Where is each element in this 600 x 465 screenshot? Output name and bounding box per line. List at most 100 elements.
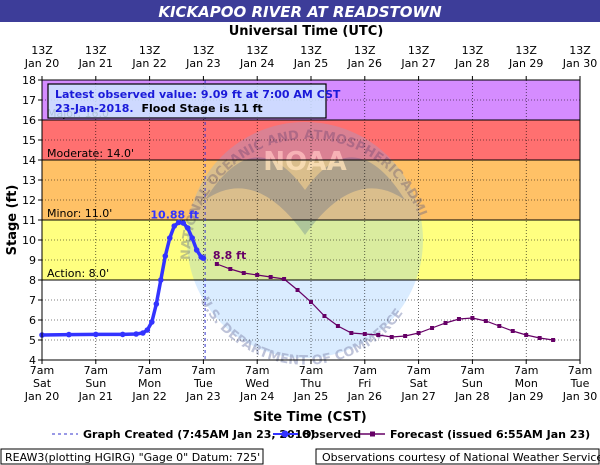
top-tick-label: Jan 22 [131, 57, 166, 70]
x-tick-label: Sun [85, 377, 106, 390]
y-tick-label: 17 [22, 94, 36, 107]
forecast-point [322, 314, 327, 318]
y-tick-label: 8 [29, 274, 36, 287]
forecast-point [282, 277, 287, 281]
x-tick-label: Jan 30 [562, 390, 597, 403]
y-tick-label: 6 [29, 314, 36, 327]
band-label-minor: Minor: 11.0' [47, 207, 112, 220]
forecast-point [309, 300, 313, 304]
forecast-point [456, 317, 461, 321]
top-tick-label: Jan 21 [78, 57, 113, 70]
y-axis-ticks: 4 5 6 7 8 9 10 11 12 13 14 15 16 17 18 [22, 74, 42, 367]
top-tick-label: Jan 20 [24, 57, 59, 70]
top-axis-title: Universal Time (UTC) [229, 24, 384, 39]
x-tick-label: Jan 29 [508, 390, 543, 403]
forecast-point [295, 288, 300, 292]
forecast-point [335, 324, 340, 328]
top-tick-label: 13Z [85, 44, 107, 57]
x-tick-label: 7am [299, 364, 323, 377]
forecast-point [349, 331, 354, 335]
x-tick-label: Sat [410, 377, 429, 390]
observed-point [93, 331, 99, 338]
forecast-point [228, 267, 233, 271]
noaa-logo-text: NOAA [263, 147, 346, 177]
top-tick-label: 13Z [300, 44, 322, 57]
top-tick-label: 13Z [246, 44, 268, 57]
forecast-point [551, 338, 556, 342]
top-tick-label: Jan 29 [508, 57, 543, 70]
top-tick-label: Jan 23 [185, 57, 220, 70]
observed-point [66, 331, 72, 338]
y-tick-label: 15 [22, 134, 36, 147]
x-tick-label: Tue [193, 377, 213, 390]
forecast-point [483, 319, 488, 323]
y-tick-label: 16 [22, 114, 36, 127]
legend-observed-label: Observed [302, 428, 361, 441]
forecast-point [470, 316, 475, 320]
observed-point [166, 235, 173, 241]
x-tick-label: Jan 24 [239, 390, 274, 403]
top-tick-label: Jan 26 [347, 57, 382, 70]
band-label-moderate: Moderate: 14.0' [47, 147, 134, 160]
legend-graph-created-label: Graph Created (7:45AM Jan 23, 2018) [83, 428, 315, 441]
forecast-point [389, 335, 394, 339]
y-tick-label: 10 [22, 234, 36, 247]
annotation-box [47, 83, 327, 119]
latest-value-annotation: Latest observed value: 9.09 ft at 7:00 A… [47, 83, 341, 119]
observed-point [140, 330, 146, 336]
x-tick-label: 7am [568, 364, 592, 377]
band-label-action: Action: 8.0' [47, 267, 109, 280]
top-tick-label: Jan 30 [562, 57, 597, 70]
forecast-point [362, 332, 367, 336]
x-tick-label: Mon [138, 377, 161, 390]
forecast-point [537, 336, 542, 340]
x-tick-label: Jan 25 [293, 390, 328, 403]
observed-point [162, 253, 169, 259]
x-tick-label: Jan 21 [78, 390, 113, 403]
peak-label: 10.88 ft [150, 208, 199, 221]
x-tick-label: Jan 26 [347, 390, 382, 403]
top-tick-label: 13Z [462, 44, 484, 57]
forecast-point [241, 271, 246, 275]
y-tick-label: 11 [22, 214, 36, 227]
footer-left-box [0, 448, 264, 465]
forecast-point [443, 321, 448, 325]
forecast-point [497, 324, 502, 328]
x-tick-label: 7am [245, 364, 269, 377]
legend-observed-marker [281, 430, 289, 438]
annotation-flood-stage: Flood Stage is 11 ft [141, 102, 262, 115]
forecast-start-label: 8.8 ft [213, 249, 246, 262]
footer-left-text: REAW3(plotting HGIRG) "Gage 0" Datum: 72… [5, 451, 260, 464]
x-tick-label: 7am [191, 364, 215, 377]
x-tick-label: Tue [570, 377, 590, 390]
annotation-date: 23-Jan-2018. [55, 102, 134, 115]
observed-point [180, 220, 187, 226]
footer-right-text: Observations courtesy of National Weathe… [322, 451, 600, 464]
top-tick-label: 13Z [408, 44, 430, 57]
y-tick-label: 4 [29, 354, 36, 367]
observed-point [144, 327, 151, 333]
forecast-point [376, 333, 381, 337]
y-tick-label: 18 [22, 74, 36, 87]
y-tick-label: 14 [22, 154, 36, 167]
observed-point [149, 319, 155, 325]
x-tick-label: Jan 23 [185, 390, 220, 403]
annotation-line-1: Latest observed value: 9.09 ft at 7:00 A… [55, 88, 341, 101]
watermark-seagull [205, 157, 405, 235]
x-tick-label: 7am [514, 364, 538, 377]
top-tick-label: Jan 24 [239, 57, 274, 70]
legend-forecast-marker [370, 431, 375, 437]
top-tick-label: 13Z [193, 44, 215, 57]
legend: Graph Created (7:45AM Jan 23, 2018) Obse… [52, 428, 590, 441]
forecast-point [524, 333, 529, 337]
observed-point [189, 235, 195, 241]
y-tick-label: 7 [29, 294, 36, 307]
x-tick-label: 7am [137, 364, 161, 377]
observed-point [175, 219, 182, 226]
observed-point [158, 277, 164, 283]
forecast-point [510, 329, 515, 333]
x-tick-label: Fri [358, 377, 371, 390]
x-tick-label: Sat [33, 377, 52, 390]
